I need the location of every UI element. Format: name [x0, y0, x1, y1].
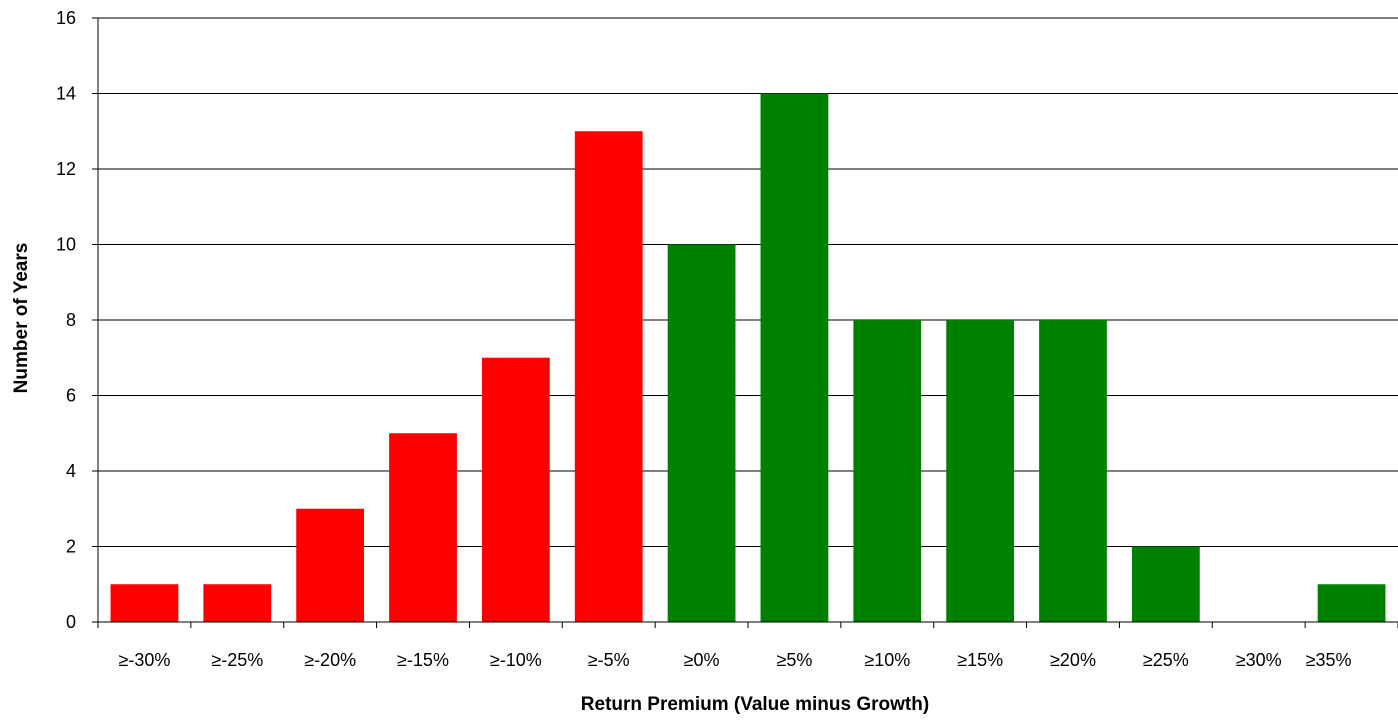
x-tick-label: ≥10% — [864, 650, 910, 670]
y-tick-label: 16 — [56, 8, 76, 28]
x-tick-label: ≥-5% — [588, 650, 630, 670]
bar — [389, 433, 457, 622]
x-tick-label: ≥5% — [776, 650, 812, 670]
x-tick-label: ≥-20% — [304, 650, 356, 670]
x-tick-label: ≥20% — [1050, 650, 1096, 670]
x-tick-label: ≥-10% — [490, 650, 542, 670]
x-tick-label: ≥25% — [1143, 650, 1189, 670]
bars — [110, 93, 1386, 622]
y-tick-label: 2 — [66, 537, 76, 557]
x-tick-label: ≥15% — [957, 650, 1003, 670]
x-tick-label: ≥0% — [684, 650, 720, 670]
y-tick-label: 4 — [66, 461, 76, 481]
y-tick-label: 6 — [66, 386, 76, 406]
y-tick-labels: 0 2 4 6 8 10 12 14 16 — [56, 8, 98, 632]
y-tick-label: 10 — [56, 235, 76, 255]
x-tick-label: ≥-25% — [211, 650, 263, 670]
bar — [296, 508, 365, 622]
x-axis-title: Return Premium (Value minus Growth) — [581, 694, 929, 715]
y-tick-label: 14 — [56, 84, 76, 104]
x-tick-label: ≥30% — [1236, 650, 1282, 670]
bar — [853, 320, 922, 622]
y-axis-title: Number of Years — [11, 243, 32, 394]
bar — [946, 320, 1015, 622]
y-tick-label: 0 — [66, 612, 76, 632]
bar — [574, 131, 643, 622]
bar — [1317, 584, 1386, 622]
bar — [481, 357, 550, 622]
bar — [110, 584, 179, 622]
bar — [760, 93, 829, 622]
x-tick-label: ≥-30% — [118, 650, 170, 670]
bar — [1131, 546, 1200, 622]
bar — [1039, 320, 1107, 622]
gridlines — [98, 17, 1398, 547]
y-tick-label: 8 — [66, 310, 76, 330]
bar — [203, 584, 272, 622]
x-tick-labels: ≥-30% ≥-25% ≥-20% ≥-15% ≥-10% ≥-5% ≥0% ≥5% ≥10% ≥… — [97, 622, 1398, 670]
bar — [667, 244, 736, 622]
x-tick-label: ≥-15% — [397, 650, 449, 670]
y-tick-label: 12 — [56, 159, 76, 179]
x-tick-label: ≥35% — [1306, 650, 1352, 670]
